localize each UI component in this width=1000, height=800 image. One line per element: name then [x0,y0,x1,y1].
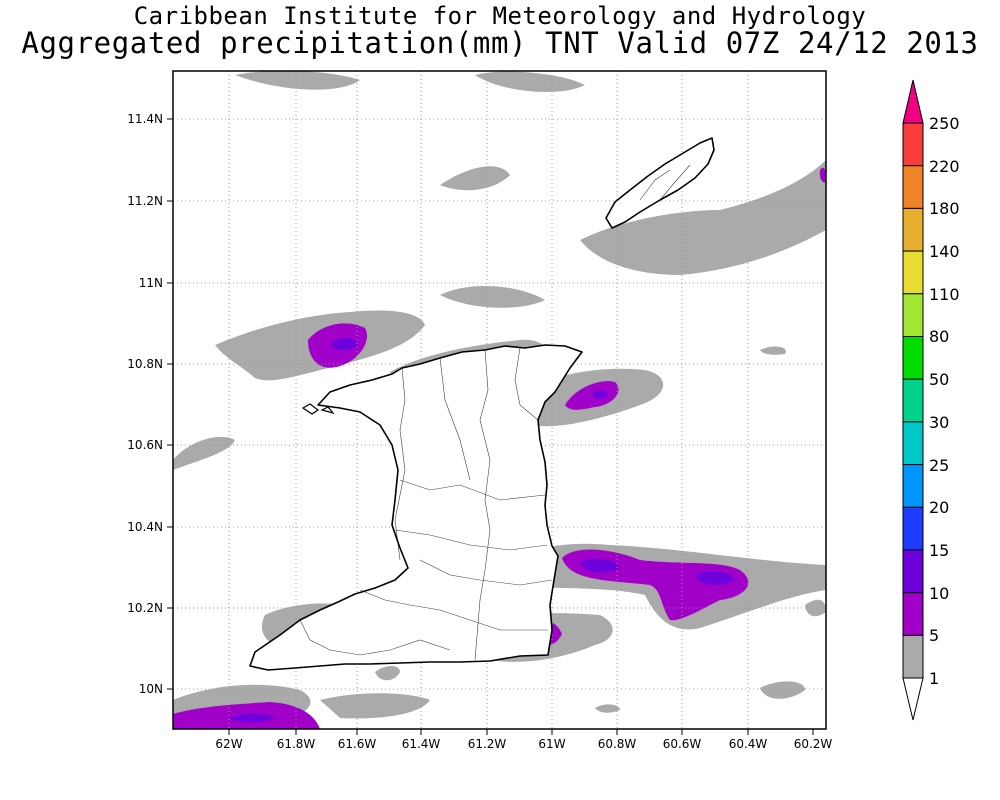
colorbar-swatch-180 [902,165,924,209]
colorbar-label: 220 [929,157,960,176]
y-tick-label: 11.4N [127,112,163,126]
colorbar-label: 5 [929,626,939,645]
x-axis-labels: 62W 61.8W 61.6W 61.4W 61.2W 61W 60.8W 60… [215,737,832,751]
trinidad-outline [249,344,583,671]
x-tick-label: 61.4W [402,737,441,751]
colorbar-swatch-50 [902,336,924,380]
colorbar-label: 140 [929,242,960,261]
x-tick-label: 61.2W [468,737,507,751]
x-tick-label: 60.2W [794,737,833,751]
colorbar-bottom-triangle [902,677,924,721]
title-line-2: Aggregated precipitation(mm) TNT Valid 0… [21,26,979,60]
x-tick-label: 60.6W [663,737,702,751]
y-tick-label: 10.6N [127,438,163,452]
precip-field [173,71,826,729]
x-tick-label: 60.4W [729,737,768,751]
colorbar-label: 1 [929,669,939,688]
admin-boundaries [299,164,691,661]
colorbar-label: 10 [929,584,949,603]
colorbar-swatch-30 [902,378,924,423]
colorbar-labels: 250 220 180 140 110 80 50 30 25 20 15 10… [929,114,960,688]
x-tick-label: 62W [215,737,242,751]
islets [301,403,335,415]
colorbar-label: 80 [929,327,949,346]
x-tick-label: 61W [538,737,565,751]
y-tick-label: 11N [139,276,163,290]
y-tick-label: 10.8N [127,357,163,371]
y-tick-label: 10N [139,682,163,696]
x-tick-label: 61.8W [277,737,316,751]
y-tick-label: 11.2N [127,194,163,208]
y-tick-label: 10.4N [127,520,163,534]
colorbar-swatch-1 [902,634,924,679]
colorbar-swatch-140 [902,207,924,252]
colorbar-swatch-20 [902,464,924,508]
colorbar-swatch-5 [902,592,924,636]
colorbar-swatch-220 [902,122,924,167]
colorbar-label: 180 [929,199,960,218]
map-frame [172,70,827,730]
colorbar-swatch-10 [902,549,924,594]
x-tick-label: 61.6W [338,737,377,751]
tobago-outline [605,137,715,229]
colorbar-label: 25 [929,456,949,475]
land-outlines [249,137,715,671]
colorbar-swatch-80 [902,293,924,337]
colorbar-label: 15 [929,541,949,560]
title-line-1: Caribbean Institute for Meteorology and … [133,2,867,30]
precip-10mm-areas [230,337,735,723]
y-axis-labels: 10N 10.2N 10.4N 10.6N 10.8N 11N 11.2N 11… [127,112,163,696]
x-tick-label: 60.8W [598,737,637,751]
tick-marks [167,118,814,735]
colorbar-label: 20 [929,498,949,517]
colorbar-swatch-15 [902,506,924,551]
colorbar-top-triangle [902,79,924,124]
colorbar-label: 110 [929,285,960,304]
colorbar-swatch-110 [902,250,924,295]
colorbar-label: 50 [929,370,949,389]
colorbar-label: 250 [929,114,960,133]
y-tick-label: 10.2N [127,601,163,615]
colorbar [902,79,924,721]
colorbar-label: 30 [929,413,949,432]
colorbar-swatch-25 [902,421,924,466]
